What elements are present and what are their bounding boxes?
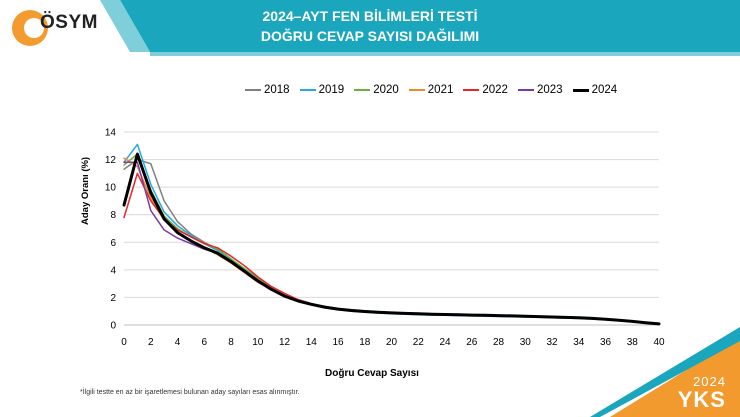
legend-label: 2018: [264, 84, 290, 96]
x-tick-label: 2: [148, 337, 154, 348]
x-tick-label: 34: [573, 337, 585, 348]
header-background: [0, 0, 740, 64]
corner-decoration: [590, 327, 740, 417]
legend-item-2019: 2019: [299, 84, 345, 96]
y-tick-label: 14: [105, 128, 117, 139]
x-tick-label: 18: [359, 337, 371, 348]
y-tick-label: 2: [110, 293, 116, 304]
x-tick-label: 28: [493, 337, 505, 348]
footnote: *İlgili testte en az bir işaretlemesi bu…: [80, 389, 300, 396]
series-line-2020: [123, 153, 660, 325]
x-tick-label: 6: [201, 337, 207, 348]
legend-swatch: [245, 89, 261, 91]
x-tick-label: 10: [252, 337, 264, 348]
legend-item-2021: 2021: [408, 84, 454, 96]
legend-item-2024: 2024: [572, 84, 618, 96]
page-title: 2024–AYT FEN BİLİMLERİ TESTİ: [262, 8, 478, 24]
legend-label: 2021: [427, 84, 454, 96]
series-line-2024: [122, 152, 661, 326]
series-line-2018: [123, 158, 660, 325]
x-tick-label: 20: [386, 337, 398, 348]
y-tick-label: 12: [105, 155, 117, 166]
legend-swatch: [354, 89, 371, 91]
yks-badge: 2024 YKS: [590, 327, 740, 417]
x-tick-label: 32: [546, 337, 558, 348]
title-block: 2024–AYT FEN BİLİMLERİ TESTİ DOĞRU CEVAP…: [150, 6, 590, 46]
logo-text: ÖSYM: [40, 12, 98, 33]
legend-item-2018: 2018: [245, 84, 290, 96]
y-tick-label: 0: [110, 321, 116, 332]
legend-swatch: [408, 89, 425, 91]
x-tick-label: 12: [279, 337, 291, 348]
y-axis-label: Aday Oranı (%): [80, 156, 91, 225]
legend-swatch: [463, 89, 480, 91]
yks-year: 2024: [693, 374, 726, 389]
x-tick-label: 40: [653, 337, 665, 348]
legend-swatch: [299, 89, 316, 91]
y-tick-label: 6: [110, 238, 116, 249]
legend-label: 2022: [482, 84, 508, 96]
legend-item-2023: 2023: [517, 84, 563, 96]
x-tick-label: 0: [121, 337, 127, 348]
x-tick-label: 26: [466, 337, 478, 348]
series-line-2021: [123, 157, 660, 325]
x-tick-label: 4: [175, 337, 181, 348]
x-tick-label: 16: [332, 337, 344, 348]
page-subtitle: DOĞRU CEVAP SAYISI DAĞILIMI: [260, 28, 480, 44]
header-banner: ÖSYM 2024–AYT FEN BİLİMLERİ TESTİ DOĞRU …: [0, 0, 740, 64]
legend-label: 2019: [318, 84, 345, 96]
x-tick-label: 22: [413, 337, 425, 348]
legend-item-2022: 2022: [463, 84, 508, 96]
y-tick-label: 4: [110, 265, 116, 276]
y-tick-label: 8: [110, 210, 116, 221]
legend-label: 2023: [536, 84, 563, 96]
yks-label: YKS: [677, 387, 726, 412]
legend-item-2020: 2020: [354, 84, 399, 96]
y-tick-label: 10: [105, 183, 117, 194]
chart-legend: 2018 2019 2020 2021 2022 2023 2024: [245, 84, 627, 96]
x-tick-label: 24: [439, 337, 451, 348]
legend-swatch: [517, 89, 534, 91]
x-axis-label: Doğru Cevap Sayısı: [325, 368, 419, 379]
legend-label: 2020: [373, 84, 399, 96]
legend-label: 2024: [591, 84, 618, 96]
x-tick-label: 30: [520, 337, 532, 348]
x-tick-label: 36: [600, 337, 612, 348]
x-tick-label: 38: [627, 337, 639, 348]
x-tick-label: 14: [306, 337, 318, 348]
x-tick-label: 8: [228, 337, 234, 348]
legend-swatch: [572, 88, 589, 92]
